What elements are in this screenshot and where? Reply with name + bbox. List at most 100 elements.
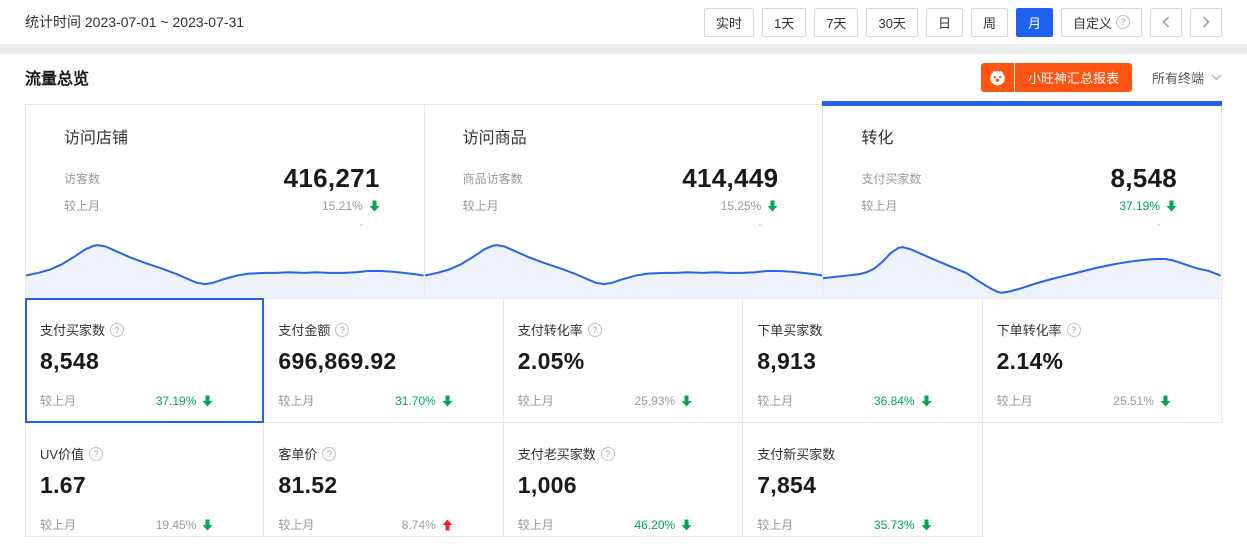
sparkline-chart: [26, 232, 424, 298]
tab-compare-percent: 15.21%: [322, 199, 380, 213]
help-icon[interactable]: ?: [1116, 15, 1130, 29]
trend-down-icon: [442, 395, 453, 406]
wangshen-mascot-icon: [981, 62, 1015, 92]
help-icon[interactable]: ?: [335, 322, 350, 337]
metric-name: UV价值?: [40, 444, 263, 463]
metric-compare-label: 较上月: [40, 518, 77, 532]
trend-down-icon: [1160, 395, 1171, 406]
sparkline-chart: [424, 232, 823, 298]
prev-period-button[interactable]: [1150, 7, 1182, 37]
overview-tab-visit-item[interactable]: 访问商品 商品访客数 414,449 较上月 15.25% -: [424, 104, 824, 298]
tab-metric-label: 商品访客数: [462, 172, 523, 186]
help-icon[interactable]: ?: [322, 446, 337, 461]
range-button-label: 周: [982, 15, 996, 31]
range-button-7day[interactable]: 7天: [814, 7, 859, 37]
trend-down-icon: [1166, 200, 1177, 211]
range-button-label: 实时: [715, 15, 742, 31]
terminal-selector[interactable]: 所有终端: [1152, 68, 1222, 87]
range-button-custom[interactable]: 自定义?: [1060, 7, 1142, 37]
tab-stats: 访客数 416,271 较上月 15.21% -: [26, 148, 424, 231]
trend-down-icon: [921, 519, 932, 530]
tab-stats: 商品访客数 414,449 较上月 15.25% -: [425, 148, 823, 231]
metric-name: 客单价?: [278, 444, 502, 463]
metric-compare-label: 较上月: [996, 394, 1033, 408]
metric-cell-order-buyers[interactable]: 下单买家数 8,913 较上月 36.84%: [743, 298, 983, 423]
metric-compare: 较上月 35.73%: [757, 516, 981, 533]
chevron-right-icon: [1202, 16, 1210, 28]
range-button-week[interactable]: 周: [970, 7, 1008, 37]
trend-down-icon: [202, 395, 213, 406]
chevron-down-icon: [1211, 73, 1222, 81]
tab-metric-label: 支付买家数: [861, 172, 922, 186]
metric-compare: 较上月 8.74%: [278, 516, 502, 533]
wangshen-report-button[interactable]: 小旺神汇总报表: [980, 62, 1132, 92]
range-button-label: 月: [1027, 15, 1041, 31]
next-period-button[interactable]: [1190, 7, 1222, 37]
metric-cell-pay-old-buyers[interactable]: 支付老买家数? 1,006 较上月 46.20%: [503, 423, 744, 537]
wangshen-report-label: 小旺神汇总报表: [1027, 70, 1119, 86]
metric-compare-percent: 36.84%: [874, 394, 932, 408]
range-button-day[interactable]: 日: [925, 7, 963, 37]
help-icon[interactable]: ?: [1066, 322, 1081, 337]
metric-compare-percent: 37.19%: [156, 394, 214, 408]
metric-cell-pay-buyers[interactable]: 支付买家数? 8,548 较上月 37.19%: [25, 298, 265, 423]
tab-compare-percent: 37.19%: [1119, 199, 1177, 213]
metric-value: 81.52: [278, 472, 338, 498]
metric-value: 2.05%: [517, 348, 585, 374]
metric-compare-label: 较上月: [757, 518, 794, 532]
metric-compare-label: 较上月: [278, 394, 315, 408]
metric-compare-percent: 25.51%: [1113, 394, 1171, 408]
help-icon[interactable]: ?: [600, 446, 615, 461]
tab-compare-label: 较上月: [462, 199, 499, 213]
metric-cell-order-conversion-rate[interactable]: 下单转化率? 2.14% 较上月 25.51%: [982, 298, 1222, 423]
metric-compare: 较上月 37.19%: [40, 392, 263, 409]
help-icon[interactable]: ?: [110, 322, 125, 337]
metric-compare-percent: 31.70%: [395, 394, 453, 408]
metric-compare-percent: 8.74%: [402, 518, 453, 532]
metric-cell-pay-amount[interactable]: 支付金额? 696,869.92 较上月 31.70%: [264, 298, 504, 423]
page-title: 流量总览: [25, 71, 90, 88]
metric-grid: 支付买家数? 8,548 较上月 37.19% 支付金额? 696,869.92…: [25, 298, 1222, 537]
metric-name: 支付金额?: [278, 320, 502, 339]
metric-compare-percent: 46.20%: [634, 518, 692, 532]
range-button-realtime[interactable]: 实时: [703, 7, 754, 37]
tab-compare-dash: -: [758, 217, 763, 231]
tab-compare-label: 较上月: [861, 199, 898, 213]
metric-cell-pay-conversion-rate[interactable]: 支付转化率? 2.05% 较上月 25.93%: [503, 298, 744, 423]
chevron-left-icon: [1162, 16, 1170, 28]
range-button-1day[interactable]: 1天: [762, 7, 807, 37]
range-button-30day[interactable]: 30天: [866, 7, 918, 37]
metric-compare-label: 较上月: [517, 394, 554, 408]
terminal-selector-value: 所有终端: [1151, 70, 1204, 86]
tab-metric-value: 416,271: [283, 163, 380, 193]
sparkline-chart: [823, 232, 1222, 298]
range-button-month[interactable]: 月: [1015, 7, 1053, 37]
metric-cell-pay-new-buyers[interactable]: 支付新买家数 7,854 较上月 35.73%: [743, 423, 983, 537]
metric-compare-percent: 19.45%: [156, 518, 214, 532]
overview-tab-visit-shop[interactable]: 访问店铺 访客数 416,271 较上月 15.21% -: [25, 104, 425, 298]
trend-down-icon: [921, 395, 932, 406]
metric-cell-avg-order-value[interactable]: 客单价? 81.52 较上月 8.74%: [264, 423, 504, 537]
trend-down-icon: [681, 519, 692, 530]
metric-compare-label: 较上月: [517, 518, 554, 532]
help-icon[interactable]: ?: [587, 322, 602, 337]
tab-compare-dash: -: [359, 217, 364, 231]
section-divider: [0, 44, 1247, 54]
tab-compare-percent: 15.25%: [721, 199, 779, 213]
metric-value: 696,869.92: [278, 348, 397, 374]
metric-cell-uv-value[interactable]: UV价值? 1.67 较上月 19.45%: [25, 423, 265, 537]
metric-name: 下单转化率?: [997, 320, 1221, 339]
range-button-label: 日: [937, 15, 951, 31]
overview-tab-conversion[interactable]: 转化 支付买家数 8,548 较上月 37.19% -: [822, 101, 1223, 298]
metric-value: 7,854: [757, 472, 817, 498]
metric-value: 8,548: [40, 348, 100, 374]
date-range-group: 实时 1天 7天 30天 日 周 月 自定义?: [703, 7, 1222, 37]
range-button-label: 30天: [878, 15, 906, 31]
range-button-label: 自定义: [1072, 15, 1112, 31]
metric-compare: 较上月 25.51%: [997, 392, 1221, 409]
help-icon[interactable]: ?: [89, 446, 104, 461]
trend-down-icon: [202, 519, 213, 530]
metric-value: 2.14%: [996, 348, 1064, 374]
metric-value: 1,006: [517, 472, 577, 498]
